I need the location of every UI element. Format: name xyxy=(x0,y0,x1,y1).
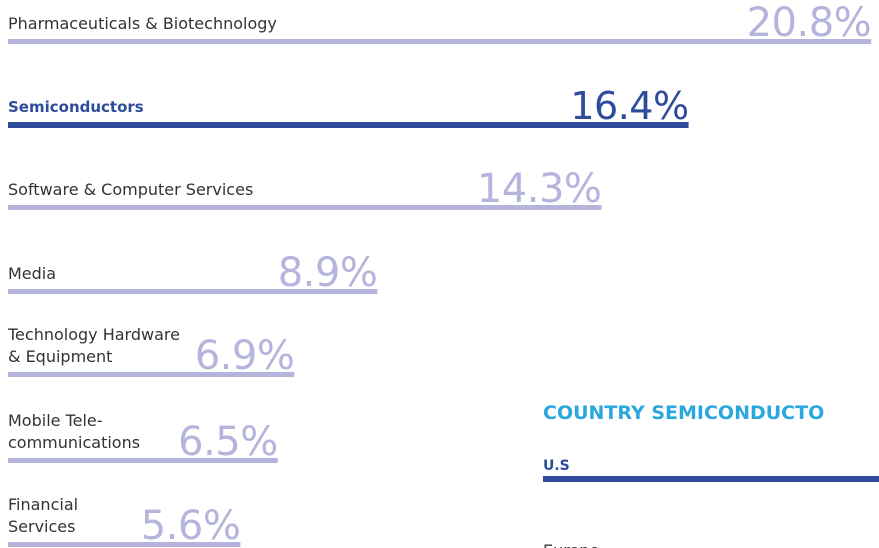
category-label: Semiconductors xyxy=(8,98,144,116)
category-label: Services xyxy=(8,517,75,536)
country-label: U.S xyxy=(543,458,570,474)
category-label: & Equipment xyxy=(8,347,112,366)
bar xyxy=(8,458,278,463)
bar xyxy=(8,542,241,547)
category-label: Mobile Tele- xyxy=(8,411,103,430)
section-title: COUNTRY SEMICONDUCTO xyxy=(543,402,824,424)
category-label: communications xyxy=(8,433,140,452)
bar xyxy=(8,39,872,44)
category-label: Technology Hardware xyxy=(7,325,180,344)
value-label: 20.8% xyxy=(747,0,872,46)
bar xyxy=(8,205,602,210)
value-label: 16.4% xyxy=(570,84,688,128)
value-label: 8.9% xyxy=(278,250,378,296)
bar xyxy=(8,122,689,128)
bar xyxy=(8,372,295,377)
value-label: 6.5% xyxy=(178,419,278,465)
country-underline xyxy=(543,476,879,482)
bar xyxy=(8,289,378,294)
category-label: Financial xyxy=(8,495,78,514)
value-label: 5.6% xyxy=(141,503,241,548)
category-label: Media xyxy=(8,264,56,283)
value-label: 14.3% xyxy=(477,166,602,212)
category-label: Pharmaceuticals & Biotechnology xyxy=(8,14,277,33)
value-label: 6.9% xyxy=(195,333,295,379)
country-label: Europe xyxy=(543,541,599,548)
category-label: Software & Computer Services xyxy=(8,180,253,199)
